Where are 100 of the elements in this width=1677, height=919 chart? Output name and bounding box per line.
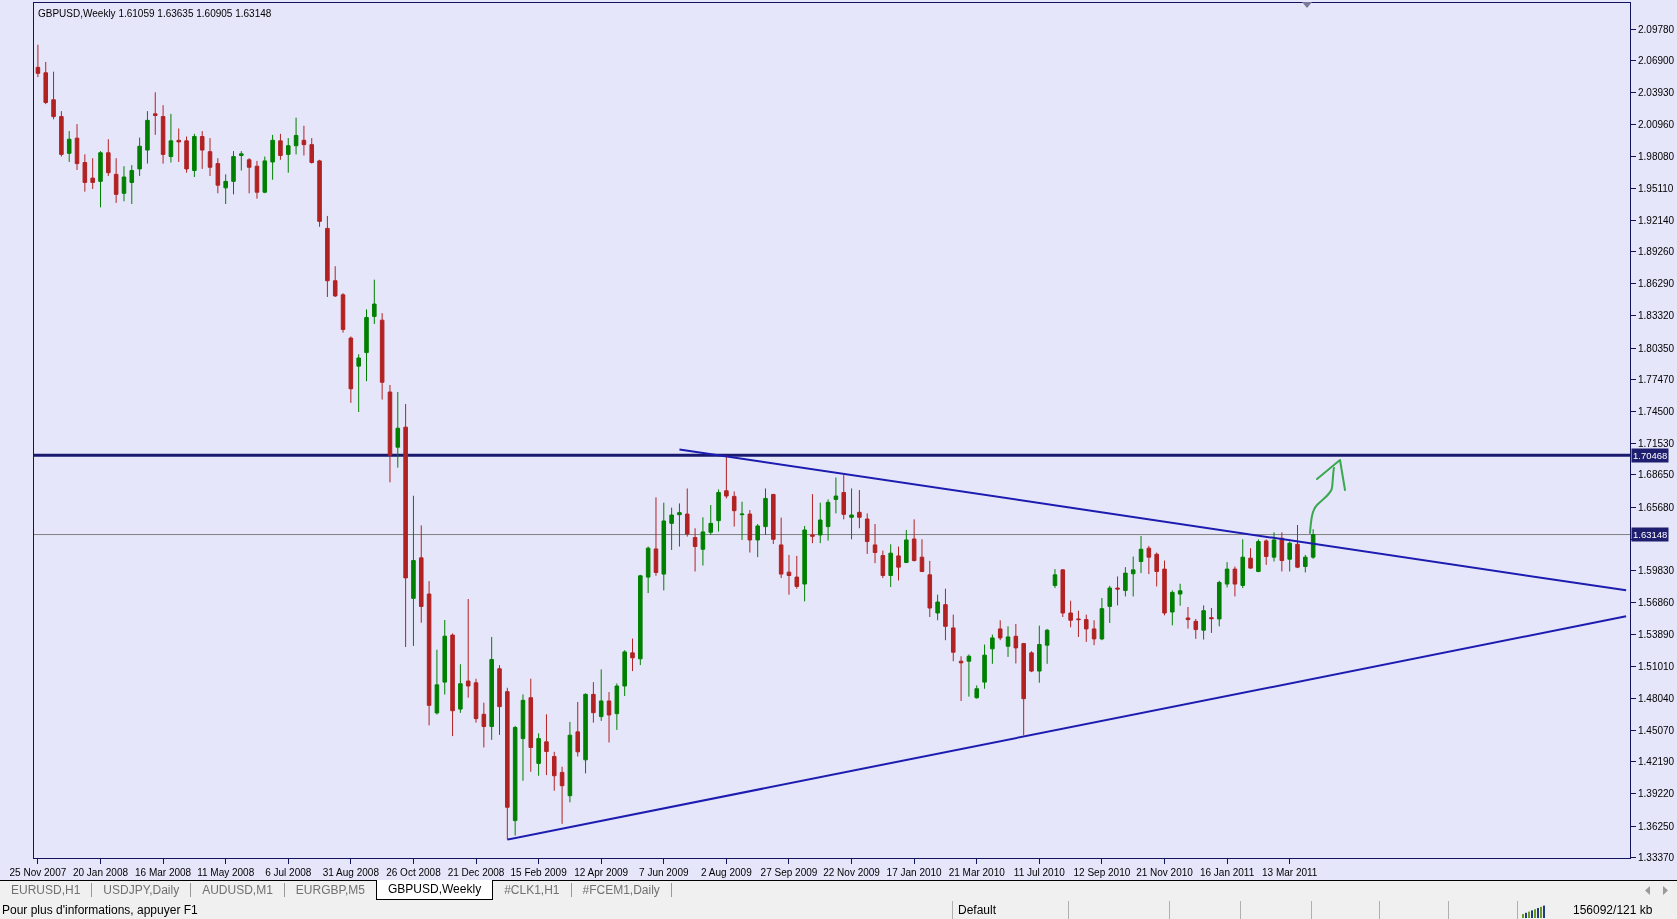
candlestick [1177,583,1183,607]
x-tick-label: 22 Nov 2009 [823,867,881,878]
y-tick-label: 1.68650 [1638,469,1675,481]
x-tick-label: 11 Jul 2010 [1013,867,1066,878]
x-tick-label: 12 Sep 2010 [1073,867,1131,878]
candlestick [943,588,948,641]
candlestick [254,160,260,200]
candlestick [395,391,401,469]
x-tick-label: 26 Oct 2008 [386,867,442,878]
x-tick-label: 16 Jan 2011 [1199,867,1255,878]
candlestick [98,150,103,208]
candlestick [849,487,854,540]
candlestick [1271,531,1277,563]
candlestick [74,123,80,171]
candlestick [215,157,221,194]
candlestick [1083,614,1089,643]
candlestick [1185,606,1191,630]
candlestick [129,164,135,205]
y-tick-label: 1.86290 [1638,278,1675,290]
candlestick [1099,597,1105,641]
candlestick [1154,552,1159,587]
candlestick [1201,604,1206,641]
y-tick-label: 1.95110 [1638,182,1674,194]
candlestick [270,134,275,181]
candlestick [630,638,635,672]
y-tick-label: 1.65680 [1638,501,1675,513]
y-tick-label: 1.42190 [1638,756,1675,768]
x-tick-label: 16 Mar 2008 [135,867,192,878]
candlestick [1068,600,1073,628]
y-tick-label: 1.39220 [1638,788,1675,800]
candlestick [332,265,338,298]
x-tick-label: 21 Nov 2010 [1136,867,1194,878]
candlestick [356,353,361,413]
candlestick [982,644,987,690]
candlestick [950,614,956,662]
candlestick [192,133,197,178]
candlestick [911,518,917,563]
candlestick [731,490,737,528]
text: #CLK1,H1 [493,883,572,897]
candlestick [739,501,745,541]
candlestick [966,653,972,698]
candlestick [810,493,815,544]
y-tick-label: 1.89260 [1638,246,1675,258]
y-tick-label: 2.06900 [1638,54,1675,66]
y-tick-label: 1.71530 [1638,438,1675,450]
candlestick [724,454,729,499]
candlestick [512,725,518,837]
x-tick-label: 6 Jul 2008 [265,867,312,878]
candlestick [591,681,596,724]
candlestick [684,487,690,538]
candlestick [1303,554,1308,573]
candlestick [559,766,565,825]
candlestick [598,668,604,722]
candlestick [1224,561,1230,588]
candlestick [771,493,776,545]
candlestick [700,516,706,567]
text: GBPUSD,Weekly 1.61059 1.63635 1.60905 1.63148 [38,7,272,19]
candlestick [786,554,792,596]
candlestick [575,701,581,757]
candlestick [1091,619,1097,646]
y-tick-label: 1.45070 [1638,724,1675,736]
candlestick [1029,650,1034,673]
candlestick [1162,560,1167,616]
text: AUDUSD,M1 [191,883,285,897]
candlestick [778,517,784,579]
candlestick [442,619,448,695]
candlestick [614,682,620,731]
text: Pour plus d'informations, appuyer F1 [2,902,198,919]
candlestick [653,496,659,577]
candlestick [755,523,760,558]
candlestick [379,312,385,401]
candlestick [677,502,682,548]
candlestick [145,110,150,165]
candlestick [450,632,455,737]
candlestick [1013,623,1019,664]
candlestick [403,403,408,648]
y-tick-label: 1.77470 [1638,373,1675,385]
candlestick [340,292,346,334]
x-tick-label: 21 Dec 2008 [447,867,505,878]
candlestick [606,691,612,743]
candlestick [716,488,721,533]
candlestick [708,504,714,536]
x-tick-label: 21 Mar 2010 [948,867,1006,878]
candlestick [160,104,166,165]
candlestick [583,692,588,774]
candlestick [1256,538,1261,573]
x-tick-label: 15 Feb 2009 [510,867,568,878]
y-tick-label: 1.33370 [1638,851,1675,863]
candlestick [309,137,315,165]
candlestick [528,678,534,773]
candlestick [645,546,651,594]
candlestick [231,150,236,195]
candlestick [152,91,158,136]
x-tick-label: 31 Aug 2008 [322,867,380,878]
candlestick [176,127,182,163]
candlestick [763,487,768,536]
candlestick [1044,628,1050,665]
y-tick-label: 1.59830 [1638,565,1675,577]
candlestick [43,61,49,105]
candlestick [168,113,174,164]
